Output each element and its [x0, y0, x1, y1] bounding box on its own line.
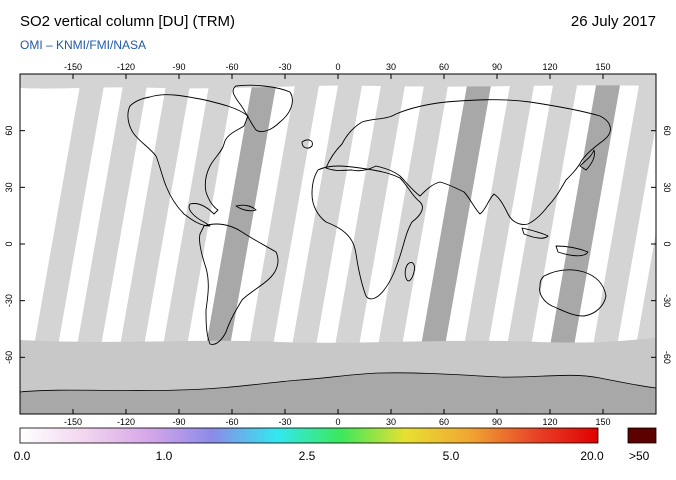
lat-label-left: -30	[4, 294, 14, 307]
graticule-ticks	[20, 74, 656, 414]
map-title: SO2 vertical column [DU] (TRM)	[20, 13, 236, 30]
swath-strip	[495, 74, 579, 414]
swath-strip	[581, 74, 656, 414]
lon-label-bottom: -30	[278, 417, 291, 427]
swath-strip	[366, 74, 450, 414]
lon-label-bottom: 90	[492, 417, 502, 427]
swath-strip	[22, 74, 106, 414]
lon-label-top: -30	[278, 62, 291, 72]
lon-label-top: 90	[492, 62, 502, 72]
lat-label-right: 0	[662, 241, 672, 246]
swath-strip	[65, 74, 149, 414]
lon-label-top: -120	[117, 62, 135, 72]
lat-label-left: 0	[4, 241, 14, 246]
swath-strip	[194, 74, 278, 414]
lon-label-bottom: 150	[595, 417, 610, 427]
lat-label-right: -60	[662, 351, 672, 364]
swath-strip	[108, 74, 192, 414]
lon-label-bottom: 120	[542, 417, 557, 427]
lon-label-top: 120	[542, 62, 557, 72]
swath-strip	[452, 74, 536, 414]
lat-label-left: -60	[4, 351, 14, 364]
map-date: 26 July 2017	[570, 13, 656, 30]
swath-strip	[538, 74, 622, 414]
colorbar-label: 0.0	[13, 449, 31, 463]
coastlines	[127, 84, 611, 345]
graticule-labels: -150 -150 -120 -120 -90 -90 -60 -60 -30 -30 0 0 30 30…	[4, 62, 672, 427]
colorbar-overflow-swatch	[627, 427, 657, 444]
antarctica-land	[20, 372, 656, 414]
colorbar-label: 5.0	[442, 449, 460, 463]
data-credit: OMI – KNMI/FMI/NASA	[20, 38, 147, 52]
lon-label-top: -90	[172, 62, 185, 72]
lon-label-bottom: -120	[117, 417, 135, 427]
lat-label-right: -30	[662, 294, 672, 307]
lat-label-right: 30	[662, 182, 672, 192]
lon-label-bottom: 60	[439, 417, 449, 427]
colorbar-label: 1.0	[155, 449, 173, 463]
lon-label-bottom: -60	[225, 417, 238, 427]
colorbar-label: 2.5	[298, 449, 316, 463]
lon-label-bottom: -150	[64, 417, 82, 427]
colorbar-label: 20.0	[580, 449, 604, 463]
lon-label-top: -60	[225, 62, 238, 72]
lon-label-top: 150	[595, 62, 610, 72]
swath-strip	[323, 74, 407, 414]
colorbar	[19, 427, 599, 444]
swath-strip	[409, 74, 493, 414]
lat-label-left: 30	[4, 182, 14, 192]
lat-label-left: 60	[4, 126, 14, 136]
lon-label-top: 0	[335, 62, 340, 72]
colorbar-overflow-label: >50	[629, 449, 650, 463]
lon-label-top: -150	[64, 62, 82, 72]
lon-label-bottom: 30	[386, 417, 396, 427]
swath-strip	[280, 74, 364, 414]
lon-label-top: 60	[439, 62, 449, 72]
lon-label-bottom: -90	[172, 417, 185, 427]
lat-label-right: 60	[662, 126, 672, 136]
lon-label-top: 30	[386, 62, 396, 72]
swath-strip	[151, 74, 235, 414]
lon-label-bottom: 0	[335, 417, 340, 427]
satellite-swaths	[22, 74, 656, 414]
swath-strip	[237, 74, 321, 414]
